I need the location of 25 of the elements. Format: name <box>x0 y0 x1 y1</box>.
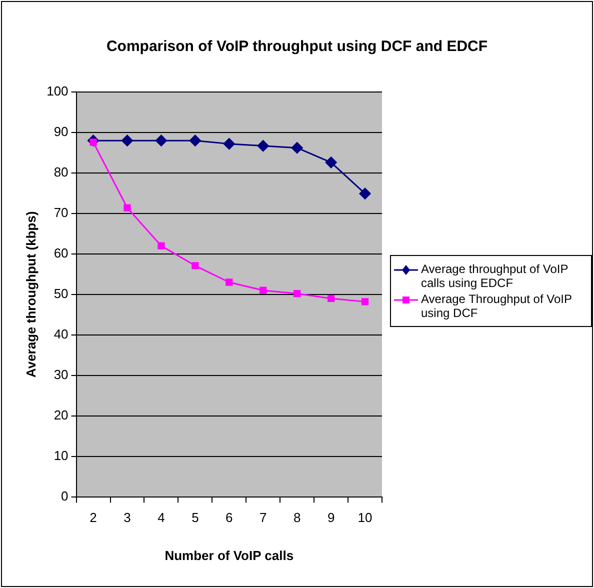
y-tick-label: 50 <box>54 286 68 301</box>
y-tick-label: 80 <box>54 164 68 180</box>
y-tick-label: 20 <box>54 407 68 422</box>
y-tick-label: 40 <box>54 326 68 342</box>
y-tick-label: 30 <box>54 366 68 382</box>
x-tick-label: 6 <box>226 510 233 526</box>
legend-label: Average Throughput of VoIP using DCF <box>421 292 573 320</box>
y-tick-label: 0 <box>61 488 68 504</box>
y-tick-label: 70 <box>54 205 68 220</box>
y-axis-title: Average throughput (kbps) <box>23 211 38 378</box>
y-tick-label: 60 <box>54 246 68 260</box>
x-tick-label: 5 <box>192 510 199 526</box>
x-tick-label: 8 <box>293 510 301 526</box>
x-tick-label: 3 <box>124 510 131 526</box>
y-tick-label: 10 <box>54 448 68 463</box>
x-tick-label: 9 <box>327 510 335 526</box>
x-tick-label: 7 <box>259 510 267 526</box>
x-tick-label: 4 <box>158 510 165 526</box>
x-axis-title: Number of VoIP calls <box>164 548 294 563</box>
chart-title: Comparison of VoIP throughput using DCF and EDCF <box>105 38 489 55</box>
y-tick-label: 90 <box>54 124 68 140</box>
x-tick-label: 10 <box>358 510 372 526</box>
y-tick-label: 100 <box>46 84 68 99</box>
legend-label: Average throughput of VoIP calls using EDCF <box>421 262 570 290</box>
x-tick-label: 2 <box>90 510 97 526</box>
